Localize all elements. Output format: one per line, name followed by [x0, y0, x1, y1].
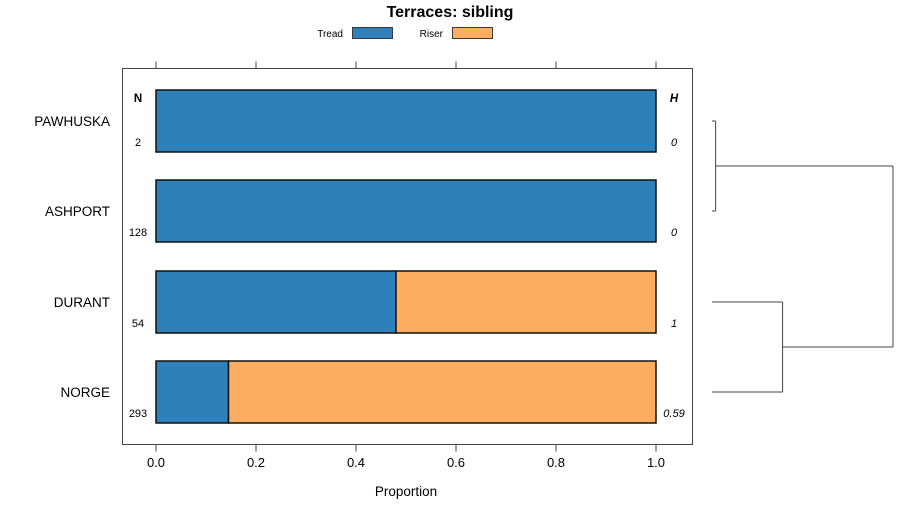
n-value: 54 — [132, 318, 144, 330]
bar-segment-tread — [155, 89, 657, 153]
x-tick-label: 0.8 — [547, 455, 565, 470]
h-value: 0 — [671, 227, 678, 239]
chart-title: Terraces: sibling — [386, 4, 514, 21]
n-column-header: N — [134, 93, 142, 105]
h-column-header: H — [670, 93, 679, 105]
n-value: 293 — [129, 408, 147, 420]
bar-segment-tread — [155, 360, 230, 424]
n-value: 128 — [129, 227, 147, 239]
bar-segment-riser — [227, 360, 657, 424]
category-label: ASHPORT — [45, 204, 110, 219]
x-tick-label: 1.0 — [647, 455, 665, 470]
n-value: 2 — [135, 137, 141, 149]
bar-segment-riser — [395, 270, 657, 334]
legend-label-tread: Tread — [317, 29, 343, 40]
category-label: NORGE — [60, 385, 110, 400]
x-tick-label: 0.0 — [147, 455, 165, 470]
bar-segment-tread — [155, 270, 397, 334]
bar-segment-tread — [155, 179, 657, 243]
plot-box — [122, 68, 693, 445]
legend-swatch-tread-icon — [352, 27, 393, 39]
category-label: PAWHUSKA — [34, 114, 110, 129]
category-label: DURANT — [54, 295, 110, 310]
legend-label-riser: Riser — [419, 29, 443, 40]
h-value: 0.59 — [663, 408, 684, 420]
legend-swatch-riser-icon — [452, 27, 493, 39]
x-tick-label: 0.6 — [447, 455, 465, 470]
x-axis-label: Proportion — [374, 484, 438, 499]
x-tick-label: 0.4 — [347, 455, 365, 470]
h-value: 0 — [671, 137, 678, 149]
x-tick-label: 0.2 — [247, 455, 265, 470]
h-value: 1 — [671, 318, 677, 330]
